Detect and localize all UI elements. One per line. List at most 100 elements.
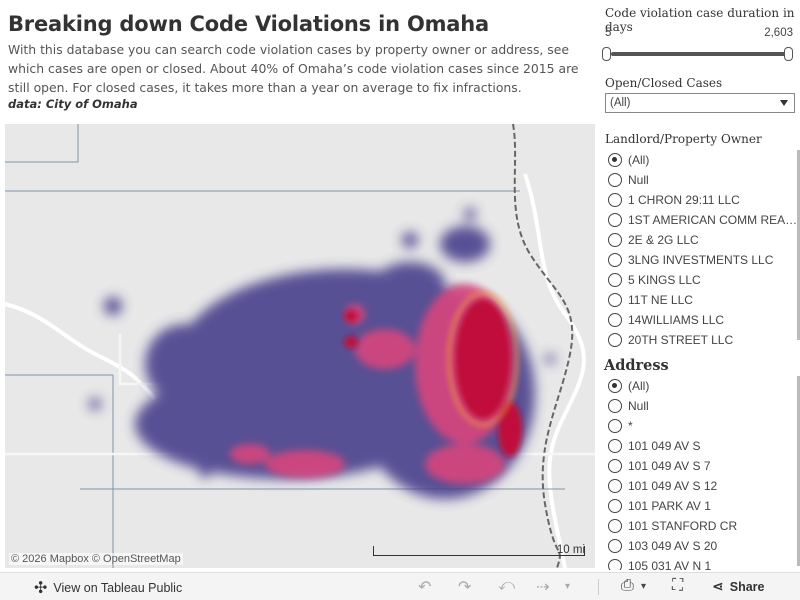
radio-label: 103 049 AV S 20	[628, 539, 718, 553]
redo-icon[interactable]: ↷	[458, 579, 472, 596]
radio-label: (All)	[628, 379, 650, 393]
radio-button[interactable]	[608, 379, 622, 393]
heatmap-map[interactable]: © 2026 Mapbox © OpenStreetMap 10 mi	[5, 124, 595, 568]
fullscreen-icon[interactable]: ⛶	[672, 577, 684, 594]
radio-label: 101 049 AV S 7	[628, 459, 711, 473]
radio-button[interactable]	[608, 559, 622, 570]
owner-radio-list[interactable]: (All) Null 1 CHRON 29:11 LLC 1ST AMERICAN C…	[606, 150, 800, 348]
radio-button[interactable]	[608, 499, 622, 513]
owner-option[interactable]: (All)	[606, 150, 800, 170]
owner-filter-label: Landlord/Property Owner	[605, 132, 762, 146]
refresh-icon[interactable]: ⇢	[536, 579, 550, 596]
address-option[interactable]: 101 PARK AV 1	[606, 496, 800, 516]
address-option[interactable]: (All)	[606, 376, 800, 396]
radio-label: 3LNG INVESTMENTS LLC	[628, 253, 774, 267]
radio-button[interactable]	[608, 539, 622, 553]
view-on-tableau-label: View on Tableau Public	[53, 581, 183, 595]
radio-label: 101 049 AV S 12	[628, 479, 718, 493]
refresh-menu-chevron-icon[interactable]: ▾	[565, 581, 571, 592]
page-title: Breaking down Code Violations in Omaha	[8, 12, 489, 36]
heat-layer-peak	[447, 291, 519, 427]
radio-label: 101 STANFORD CR	[628, 519, 738, 533]
tableau-logo-icon: ✣	[34, 580, 48, 597]
radio-button[interactable]	[608, 293, 622, 307]
radio-button[interactable]	[608, 333, 622, 347]
tableau-toolbar: ✣ View on Tableau Public ↶ ↷ ⤺ ⇢ ▾ ⎙ ▾ ⛶…	[0, 572, 800, 600]
open-closed-filter-label: Open/Closed Cases	[605, 76, 723, 90]
duration-filter-label: Code violation case duration in days	[605, 6, 795, 34]
duration-slider-track[interactable]	[611, 52, 789, 56]
owner-option[interactable]: 14WILLIAMS LLC	[606, 310, 800, 330]
radio-button[interactable]	[608, 153, 622, 167]
radio-button[interactable]	[608, 419, 622, 433]
address-radio-list[interactable]: (All) Null * 101 049 AV S 101 049 AV S 7 101 …	[606, 376, 800, 570]
owner-option[interactable]: 11T NE LLC	[606, 290, 800, 310]
toolbar-divider	[598, 579, 599, 595]
owner-option[interactable]: 1ST AMERICAN COMM REAL...	[606, 210, 800, 230]
radio-label: 1 CHRON 29:11 LLC	[628, 193, 740, 207]
radio-button[interactable]	[608, 459, 622, 473]
radio-label: (All)	[628, 153, 650, 167]
chevron-down-icon	[780, 100, 788, 106]
state-border	[512, 124, 574, 568]
duration-slider-min-handle[interactable]	[602, 47, 611, 61]
undo-icon[interactable]: ↶	[418, 579, 432, 596]
radio-label: 14WILLIAMS LLC	[628, 313, 725, 327]
map-attribution[interactable]: © 2026 Mapbox © OpenStreetMap	[9, 553, 183, 565]
radio-button[interactable]	[608, 233, 622, 247]
address-option[interactable]: 101 STANFORD CR	[606, 516, 800, 536]
address-option[interactable]: 103 049 AV S 20	[606, 536, 800, 556]
radio-label: *	[628, 419, 633, 433]
radio-button[interactable]	[608, 253, 622, 267]
radio-button[interactable]	[608, 173, 622, 187]
radio-button[interactable]	[608, 313, 622, 327]
scale-bar	[373, 546, 585, 556]
radio-label: 11T NE LLC	[628, 293, 693, 307]
owner-option[interactable]: 20TH STREET LLC	[606, 330, 800, 348]
radio-button[interactable]	[608, 399, 622, 413]
owner-option[interactable]: 3LNG INVESTMENTS LLC	[606, 250, 800, 270]
download-icon[interactable]: ⎙	[621, 577, 634, 594]
address-option[interactable]: *	[606, 416, 800, 436]
radio-label: 2E & 2G LLC	[628, 233, 699, 247]
view-on-tableau-link[interactable]: ✣ View on Tableau Public	[34, 578, 182, 598]
radio-label: 101 PARK AV 1	[628, 499, 711, 513]
radio-label: 1ST AMERICAN COMM REAL...	[628, 213, 798, 227]
radio-label: 5 KINGS LLC	[628, 273, 701, 287]
heat-layer-high	[344, 299, 522, 457]
page-description: With this database you can search code v…	[8, 42, 579, 95]
radio-label: 101 049 AV S	[628, 439, 701, 453]
duration-max: 2,603	[764, 27, 793, 39]
radio-button[interactable]	[608, 439, 622, 453]
owner-option[interactable]: 5 KINGS LLC	[606, 270, 800, 290]
radio-button[interactable]	[608, 273, 622, 287]
share-label: Share	[729, 579, 765, 594]
owner-option[interactable]: Null	[606, 170, 800, 190]
open-closed-dropdown[interactable]: (All)	[605, 93, 795, 113]
revert-icon[interactable]: ⤺	[498, 577, 516, 594]
owner-option[interactable]: 2E & 2G LLC	[606, 230, 800, 250]
radio-label: 105 031 AV N 1	[628, 559, 712, 570]
share-button[interactable]: ⋖ Share	[712, 578, 764, 595]
address-option[interactable]: Null	[606, 396, 800, 416]
data-source-note: data: City of Omaha	[8, 97, 138, 111]
radio-label: 20TH STREET LLC	[628, 333, 734, 347]
duration-slider-max-handle[interactable]	[784, 47, 793, 61]
radio-button[interactable]	[608, 519, 622, 533]
owner-list-scrollbar[interactable]	[797, 150, 800, 340]
radio-label: Null	[628, 173, 649, 187]
address-option[interactable]: 101 049 AV S	[606, 436, 800, 456]
dashboard-header: Breaking down Code Violations in Omaha W…	[8, 10, 598, 111]
share-icon: ⋖	[712, 578, 724, 594]
open-closed-value: (All)	[610, 97, 631, 109]
radio-button[interactable]	[608, 213, 622, 227]
radio-button[interactable]	[608, 193, 622, 207]
radio-button[interactable]	[608, 479, 622, 493]
address-option[interactable]: 101 049 AV S 7	[606, 456, 800, 476]
owner-option[interactable]: 1 CHRON 29:11 LLC	[606, 190, 800, 210]
scale-label: 10 mi	[556, 544, 585, 556]
address-list-scrollbar[interactable]	[797, 376, 800, 566]
address-option[interactable]: 101 049 AV S 12	[606, 476, 800, 496]
address-option[interactable]: 105 031 AV N 1	[606, 556, 800, 570]
download-menu-chevron-icon[interactable]: ▾	[641, 581, 647, 592]
